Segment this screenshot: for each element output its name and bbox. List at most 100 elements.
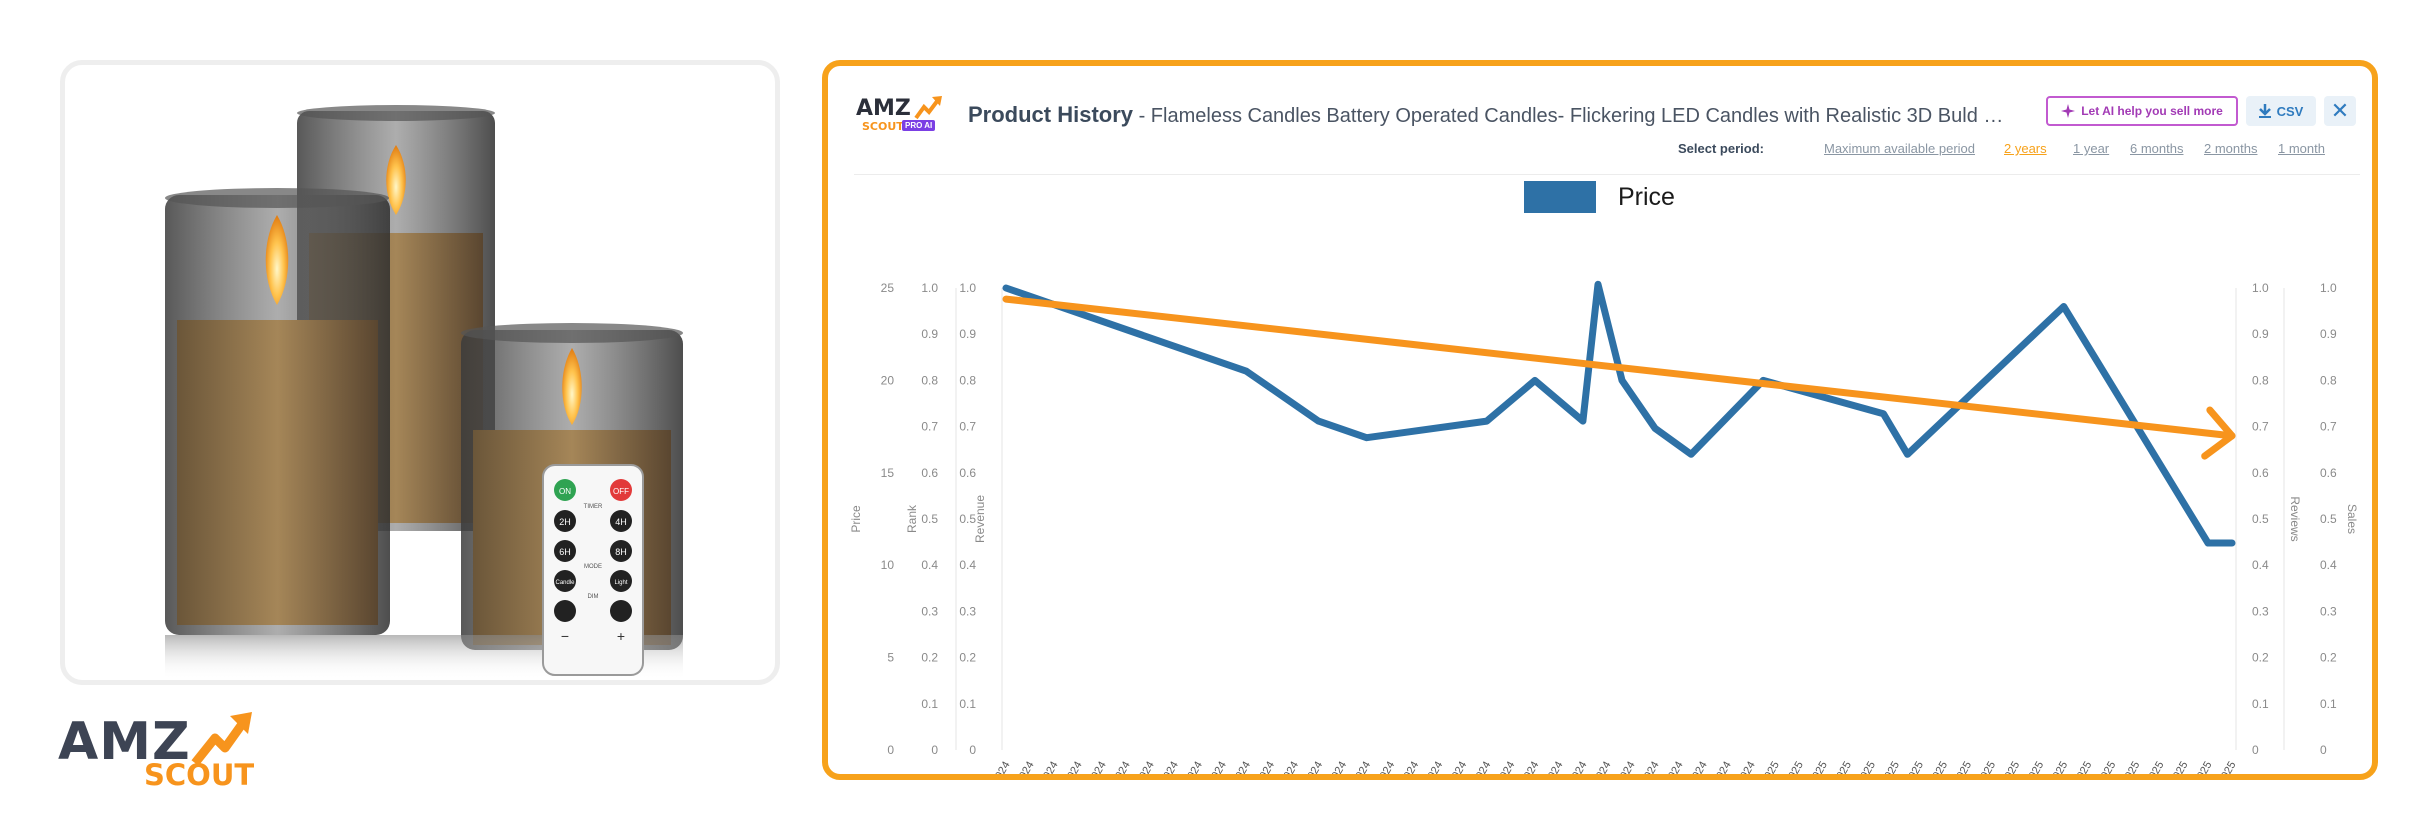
axis-tick-revenue: 0.5: [959, 512, 976, 526]
axis-tick-revenue: 0.3: [959, 604, 976, 618]
svg-text:8H: 8H: [615, 547, 627, 557]
axis-tick-sales: 0.2: [2320, 651, 2337, 665]
axis-label-rank: Rank: [905, 504, 919, 533]
axis-tick-reviews: 0: [2252, 743, 2259, 757]
close-button[interactable]: ✕: [2324, 96, 2356, 126]
axis-tick-rank: 0.3: [921, 604, 938, 618]
axis-tick-reviews: 0.7: [2252, 420, 2269, 434]
axis-tick-reviews: 0.6: [2252, 466, 2269, 480]
axis-tick-sales: 0.6: [2320, 466, 2337, 480]
svg-text:2H: 2H: [559, 517, 571, 527]
panel-header: AMZ SCOUT PRO AI Product History - Flame…: [828, 66, 2372, 176]
axis-tick-rank: 0.2: [921, 651, 938, 665]
period-option-1-year[interactable]: 1 year: [2073, 141, 2110, 156]
axis-tick-revenue: 0: [969, 743, 976, 757]
axis-tick-rank: 1.0: [921, 281, 938, 295]
svg-text:+: +: [617, 628, 625, 644]
svg-text:−: −: [561, 628, 569, 644]
remote-control: ON OFF TIMER 2H 4H 6H 8H MODE Candle Lig…: [542, 464, 644, 676]
axis-tick-reviews: 0.5: [2252, 512, 2269, 526]
axis-tick-revenue: 0.4: [959, 558, 976, 572]
axis-tick-rank: 0.5: [921, 512, 938, 526]
sparkle-icon: [2061, 104, 2076, 118]
legend-label-price: Price: [1618, 182, 1675, 211]
axis-label-reviews: Reviews: [2288, 496, 2302, 541]
upward-arrow-icon: [914, 96, 942, 120]
svg-text:ON: ON: [559, 487, 571, 496]
axis-tick-rank: 0.6: [921, 466, 938, 480]
axis-tick-revenue: 0.9: [959, 327, 976, 341]
panel-title: Product History - Flameless Candles Batt…: [968, 102, 2008, 127]
axis-tick-price: 20: [881, 373, 895, 387]
close-icon: ✕: [2330, 98, 2350, 123]
flame-icon: [265, 215, 289, 305]
product-history-panel: AMZ SCOUT PRO AI Product History - Flame…: [822, 60, 2378, 780]
axis-tick-price: 10: [881, 558, 895, 572]
axis-tick-reviews: 0.2: [2252, 651, 2269, 665]
svg-text:DIM: DIM: [588, 594, 599, 600]
period-option-6-months[interactable]: 6 months: [2130, 141, 2184, 156]
period-option-2-months[interactable]: 2 months: [2204, 141, 2258, 156]
axis-tick-sales: 0: [2320, 743, 2327, 757]
axis-tick-price: 25: [881, 281, 895, 295]
axis-tick-reviews: 1.0: [2252, 281, 2269, 295]
axis-tick-rank: 0: [931, 743, 938, 757]
trend-line: [1002, 295, 2236, 440]
axis-tick-rank: 0.4: [921, 558, 938, 572]
axis-tick-revenue: 0.6: [959, 466, 976, 480]
svg-text:MODE: MODE: [584, 564, 602, 570]
axis-tick-sales: 0.7: [2320, 420, 2337, 434]
axis-tick-revenue: 0.2: [959, 651, 976, 665]
axis-tick-rank: 0.9: [921, 327, 938, 341]
amzscout-pro-ai-logo: AMZ SCOUT PRO AI: [856, 96, 951, 138]
period-option-max[interactable]: Maximum available period: [1824, 141, 1976, 156]
axis-tick-rank: 0.7: [921, 420, 938, 434]
axis-tick-revenue: 1.0: [959, 281, 976, 295]
svg-text:6H: 6H: [559, 547, 571, 557]
axis-label-revenue: Revenue: [973, 495, 987, 543]
period-label: Select period:: [1678, 141, 1764, 156]
chart-legend[interactable]: Price: [1524, 180, 1675, 214]
axis-tick-reviews: 0.9: [2252, 327, 2269, 341]
trend-arrowhead: [2201, 406, 2236, 460]
axis-tick-reviews: 0.4: [2252, 558, 2269, 572]
axis-tick-price: 15: [881, 466, 895, 480]
header-divider: [854, 174, 2360, 175]
flame-icon: [562, 348, 582, 425]
axis-label-sales: Sales: [2345, 504, 2359, 534]
svg-text:Light: Light: [614, 580, 627, 586]
axis-tick-reviews: 0.1: [2252, 697, 2269, 711]
ai-help-button[interactable]: Let AI help you sell more: [2046, 96, 2238, 126]
svg-text:4H: 4H: [615, 517, 627, 527]
svg-text:Candle: Candle: [555, 580, 575, 586]
period-option-1-month[interactable]: 1 month: [2278, 141, 2325, 156]
legend-swatch-price: [1524, 181, 1596, 213]
product-image-card: ON OFF TIMER 2H 4H 6H 8H MODE Candle Lig…: [60, 60, 780, 685]
axis-tick-sales: 0.9: [2320, 327, 2337, 341]
axis-tick-rank: 0.1: [921, 697, 938, 711]
period-option-2-years[interactable]: 2 years: [2004, 141, 2047, 156]
axis-tick-sales: 0.8: [2320, 373, 2337, 387]
flame-icon: [386, 145, 406, 215]
axis-tick-reviews: 0.3: [2252, 604, 2269, 618]
product-image: ON OFF TIMER 2H 4H 6H 8H MODE Candle Lig…: [165, 105, 683, 680]
axis-tick-sales: 1.0: [2320, 281, 2337, 295]
axis-tick-sales: 0.5: [2320, 512, 2337, 526]
axis-tick-price: 5: [887, 651, 894, 665]
csv-download-button[interactable]: CSV: [2246, 96, 2316, 126]
upward-arrow-icon: [191, 712, 252, 766]
amzscout-logo: AMZ SCOUT: [58, 708, 268, 793]
axis-tick-revenue: 0.7: [959, 420, 976, 434]
axis-tick-sales: 0.1: [2320, 697, 2337, 711]
axis-tick-revenue: 0.1: [959, 697, 976, 711]
axis-tick-sales: 0.4: [2320, 558, 2337, 572]
x-tick-label: 4/22/2024: [978, 760, 1013, 777]
axis-tick-sales: 0.3: [2320, 604, 2337, 618]
svg-text:TIMER: TIMER: [584, 504, 603, 510]
axis-tick-price: 0: [887, 743, 894, 757]
price-history-chart: 0 5 10 15 20 25 Price 0 0.1 0.2 0.3 0.4 0.5 0.6 0.7 0.8…: [849, 280, 2359, 777]
download-icon: [2258, 104, 2271, 118]
svg-text:OFF: OFF: [613, 487, 629, 496]
axis-tick-rank: 0.8: [921, 373, 938, 387]
axis-label-price: Price: [849, 505, 863, 533]
